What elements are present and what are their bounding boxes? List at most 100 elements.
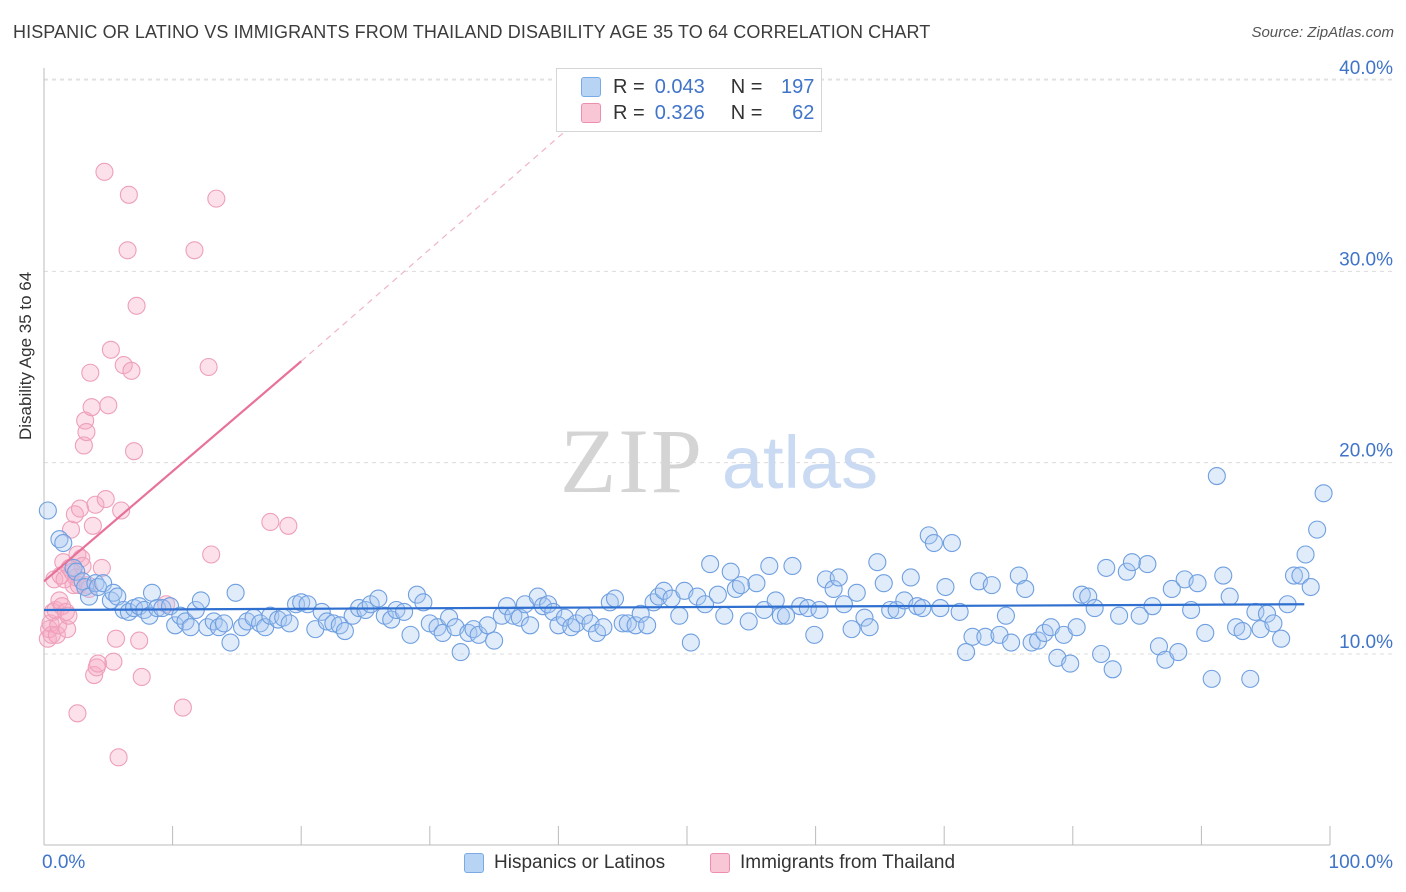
data-point-thailand — [173, 698, 192, 717]
data-point-thailand — [99, 396, 118, 415]
data-point-thailand — [199, 357, 218, 377]
data-point-hispanics — [1130, 606, 1149, 625]
data-point-hispanics — [521, 616, 540, 635]
data-point-hispanics — [731, 576, 751, 595]
data-point-hispanics — [1092, 644, 1111, 664]
data-point-hispanics — [963, 627, 982, 646]
data-point-hispanics — [567, 614, 586, 633]
data-point-hispanics — [747, 574, 766, 593]
data-point-thailand — [106, 629, 126, 648]
data-point-hispanics — [1061, 654, 1080, 673]
data-point-hispanics — [555, 608, 574, 627]
source-label: Source: ZipAtlas.com — [1251, 24, 1394, 41]
x-tick-label-min: 0.0% — [42, 852, 86, 873]
data-point-hispanics — [1122, 553, 1142, 572]
data-point-hispanics — [708, 585, 727, 604]
data-point-hispanics — [631, 604, 650, 623]
data-point-hispanics — [701, 555, 720, 574]
data-point-hispanics — [510, 608, 529, 627]
data-point-hispanics — [721, 562, 740, 581]
trend-line-thailand-extension — [300, 125, 572, 362]
data-point-hispanics — [868, 553, 887, 572]
data-point-hispanics — [451, 643, 470, 662]
data-point-thailand — [127, 296, 146, 315]
data-point-hispanics — [292, 593, 311, 612]
data-point-hispanics — [1103, 660, 1122, 679]
data-point-hispanics — [1016, 579, 1035, 598]
legend-n-label: N = — [730, 75, 763, 98]
data-point-thailand — [70, 499, 90, 518]
data-point-thailand — [109, 748, 128, 767]
data-point-hispanics — [54, 533, 73, 553]
data-point-thailand — [132, 667, 151, 687]
data-point-hispanics — [1301, 577, 1320, 597]
data-point-thailand — [92, 558, 111, 577]
data-point-hispanics — [330, 616, 349, 635]
trend-lines — [43, 125, 1305, 612]
data-point-hispanics — [1169, 643, 1188, 662]
legend-swatch-pink — [581, 103, 601, 123]
data-point-hispanics — [1233, 621, 1252, 641]
data-point-thailand — [86, 495, 105, 514]
data-point-thailand — [112, 501, 131, 520]
data-point-hispanics — [387, 600, 406, 620]
chart-title: HISPANIC OR LATINO VS IMMIGRANTS FROM TH… — [13, 22, 931, 42]
watermark-zip: ZIP — [560, 410, 704, 512]
y-tick-labels: 10.0% 20.0% 30.0% 40.0% — [1339, 58, 1393, 653]
data-point-hispanics — [715, 606, 734, 625]
data-point-hispanics — [824, 579, 843, 598]
data-point-thailand — [95, 162, 114, 181]
legend-n-value: 197 — [781, 75, 815, 98]
legend-swatch-blue — [581, 77, 601, 97]
data-point-hispanics — [1067, 618, 1086, 637]
data-point-hispanics — [950, 602, 969, 621]
data-point-hispanics — [1296, 545, 1315, 564]
data-point-hispanics — [226, 583, 245, 602]
axes — [43, 68, 1331, 846]
correlation-legend: R = 0.043 N = 197 R = 0.326 N = 62 — [556, 68, 822, 132]
legend-r-value: 0.326 — [654, 101, 705, 124]
data-point-hispanics — [1072, 585, 1091, 604]
data-point-hispanics — [67, 562, 86, 581]
data-point-thailand — [41, 614, 60, 633]
data-point-hispanics — [395, 602, 414, 621]
data-point-hispanics — [1308, 520, 1327, 539]
bottom-legend-label: Hispanics or Latinos — [494, 852, 666, 873]
data-point-hispanics — [1110, 606, 1129, 625]
data-point-hispanics — [855, 608, 874, 627]
data-point-thailand — [65, 505, 84, 524]
legend-n-value: 62 — [792, 101, 815, 124]
data-point-thailand — [61, 520, 81, 539]
data-point-hispanics — [942, 533, 961, 553]
data-point-hispanics — [760, 556, 779, 576]
trend-line-hispanics — [43, 603, 1305, 612]
data-point-hispanics — [528, 587, 547, 606]
data-point-hispanics — [478, 616, 497, 635]
data-point-hispanics — [1284, 566, 1304, 585]
y-axis-label: Disability Age 35 to 64 — [16, 271, 35, 440]
data-point-hispanics — [76, 577, 95, 597]
data-point-thailand — [74, 436, 93, 455]
data-point-hispanics — [924, 533, 943, 553]
data-point-hispanics — [221, 633, 240, 652]
y-tick-label: 10.0% — [1339, 632, 1393, 653]
data-point-hispanics — [1202, 669, 1221, 688]
data-point-hispanics — [1022, 633, 1041, 652]
data-point-thailand — [207, 189, 226, 208]
data-point-thailand — [82, 398, 101, 417]
data-point-hispanics — [1085, 599, 1104, 618]
data-point-hispanics — [1162, 579, 1181, 598]
data-point-hispanics — [810, 600, 829, 620]
data-point-hispanics — [913, 599, 932, 618]
bottom-legend-hispanics: Hispanics or Latinos — [464, 852, 665, 874]
data-point-thailand — [124, 442, 144, 461]
data-point-hispanics — [485, 631, 504, 650]
data-point-thailand — [43, 602, 63, 621]
data-point-hispanics — [356, 600, 375, 620]
data-point-hispanics — [847, 583, 866, 602]
legend-r-label: R = — [613, 101, 645, 124]
data-point-hispanics — [829, 568, 848, 587]
data-point-hispanics — [1272, 629, 1291, 648]
trend-line-thailand — [43, 360, 302, 583]
